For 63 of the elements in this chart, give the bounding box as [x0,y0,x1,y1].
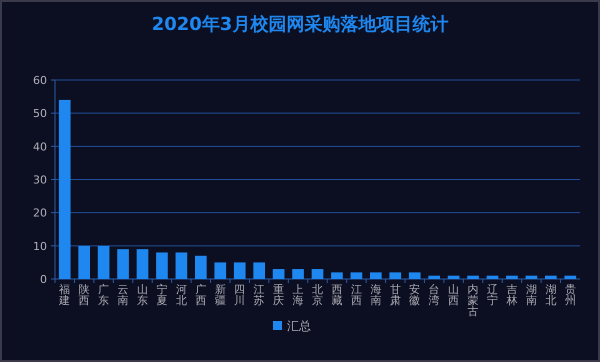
y-tick-label: 40 [33,140,47,154]
x-tick-label: 陕西 [78,283,90,307]
bar [156,252,168,279]
bar [98,246,110,279]
x-tick-label: 新疆 [214,283,226,307]
x-tick-label: 台湾 [428,283,440,307]
x-tick-label: 河北 [176,283,187,307]
bar [58,100,71,279]
x-tick-label: 湖北 [545,283,556,307]
x-tick-label: 山东 [137,283,148,307]
x-tick-label: 福建 [58,283,70,307]
y-tick-label: 10 [33,240,47,253]
x-tick-label: 湖南 [526,283,537,307]
x-tick-label: 贵州 [564,283,576,307]
y-tick-label: 60 [33,74,47,87]
bar [272,269,284,279]
x-tick-label: 上海 [292,283,304,307]
x-tick-label: 四川 [234,283,246,307]
y-tick-label: 50 [33,107,47,120]
x-tick-label: 宁夏 [156,283,168,307]
x-tick-label: 海南 [370,283,382,307]
x-tick-label: 安徽 [409,283,420,307]
bar [117,249,129,279]
x-tick-label: 江苏 [254,283,265,307]
x-tick-label: 甘肃 [390,283,401,307]
y-tick-label: 0 [40,273,47,286]
bar [195,256,207,279]
bar [486,276,498,279]
bar [292,269,304,279]
x-tick-label: 内蒙古 [468,283,479,318]
x-tick-label: 江西 [350,283,362,307]
bar [448,276,460,279]
chart-title: 2020年3月校园网采购落地项目统计 [152,14,448,35]
bar [214,262,226,279]
x-tick-label: 西藏 [331,283,342,307]
bar [136,249,148,279]
x-tick-label: 吉林 [505,283,518,307]
bar [526,276,538,279]
bar [234,262,246,279]
bar [331,272,343,279]
bar [428,276,440,279]
legend-label: 汇总 [287,319,311,333]
x-tick-label: 辽宁 [487,283,498,307]
x-tick-label: 广东 [98,283,110,307]
bar [350,272,362,279]
bar [545,276,557,279]
bar [408,272,421,279]
y-tick-label: 20 [33,206,47,220]
bar [312,269,324,279]
x-tick-label: 山西 [448,283,460,307]
x-tick-label: 云南 [118,283,129,307]
bar [78,246,90,279]
y-tick-label: 30 [33,174,47,186]
bar [370,272,382,279]
bar [506,276,518,279]
bar [564,276,576,279]
x-tick-label: 重庆 [273,283,284,307]
x-tick-label: 广西 [195,283,206,307]
bar [176,252,188,279]
x-tick-label: 北京 [312,283,323,307]
bar [389,272,402,279]
bar [253,262,265,279]
bar [467,276,479,279]
